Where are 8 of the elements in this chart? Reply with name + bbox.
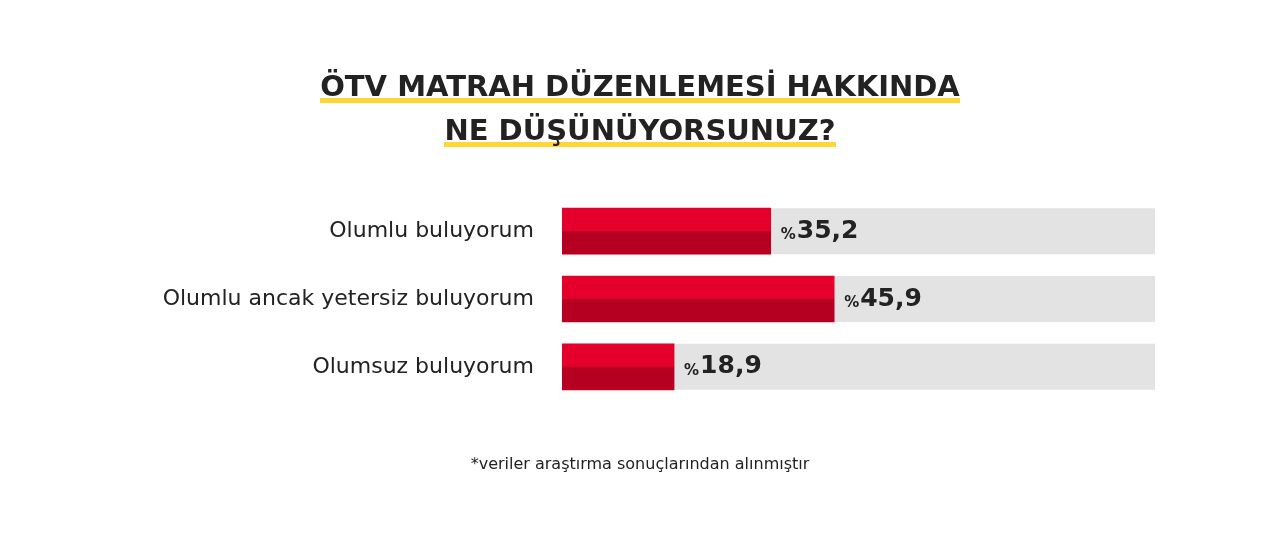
data-label: %18,9 — [684, 350, 762, 380]
chart-title: ÖTV MATRAH DÜZENLEMESİ HAKKINDA NE DÜŞÜNÜYORSUNUZ? — [320, 69, 960, 147]
y-tick-label: Olumlu buluyorum — [329, 216, 534, 242]
y-tick-label: Olumlu ancak yetersiz buluyorum — [162, 284, 534, 310]
data-label: %35,2 — [780, 214, 859, 244]
data-label: %45,9 — [844, 282, 922, 312]
y-tick-label: Olumsuz buluyorum — [312, 352, 534, 378]
text: *veriler araştırma sonuçlarından alınmıştır — [469, 454, 811, 473]
